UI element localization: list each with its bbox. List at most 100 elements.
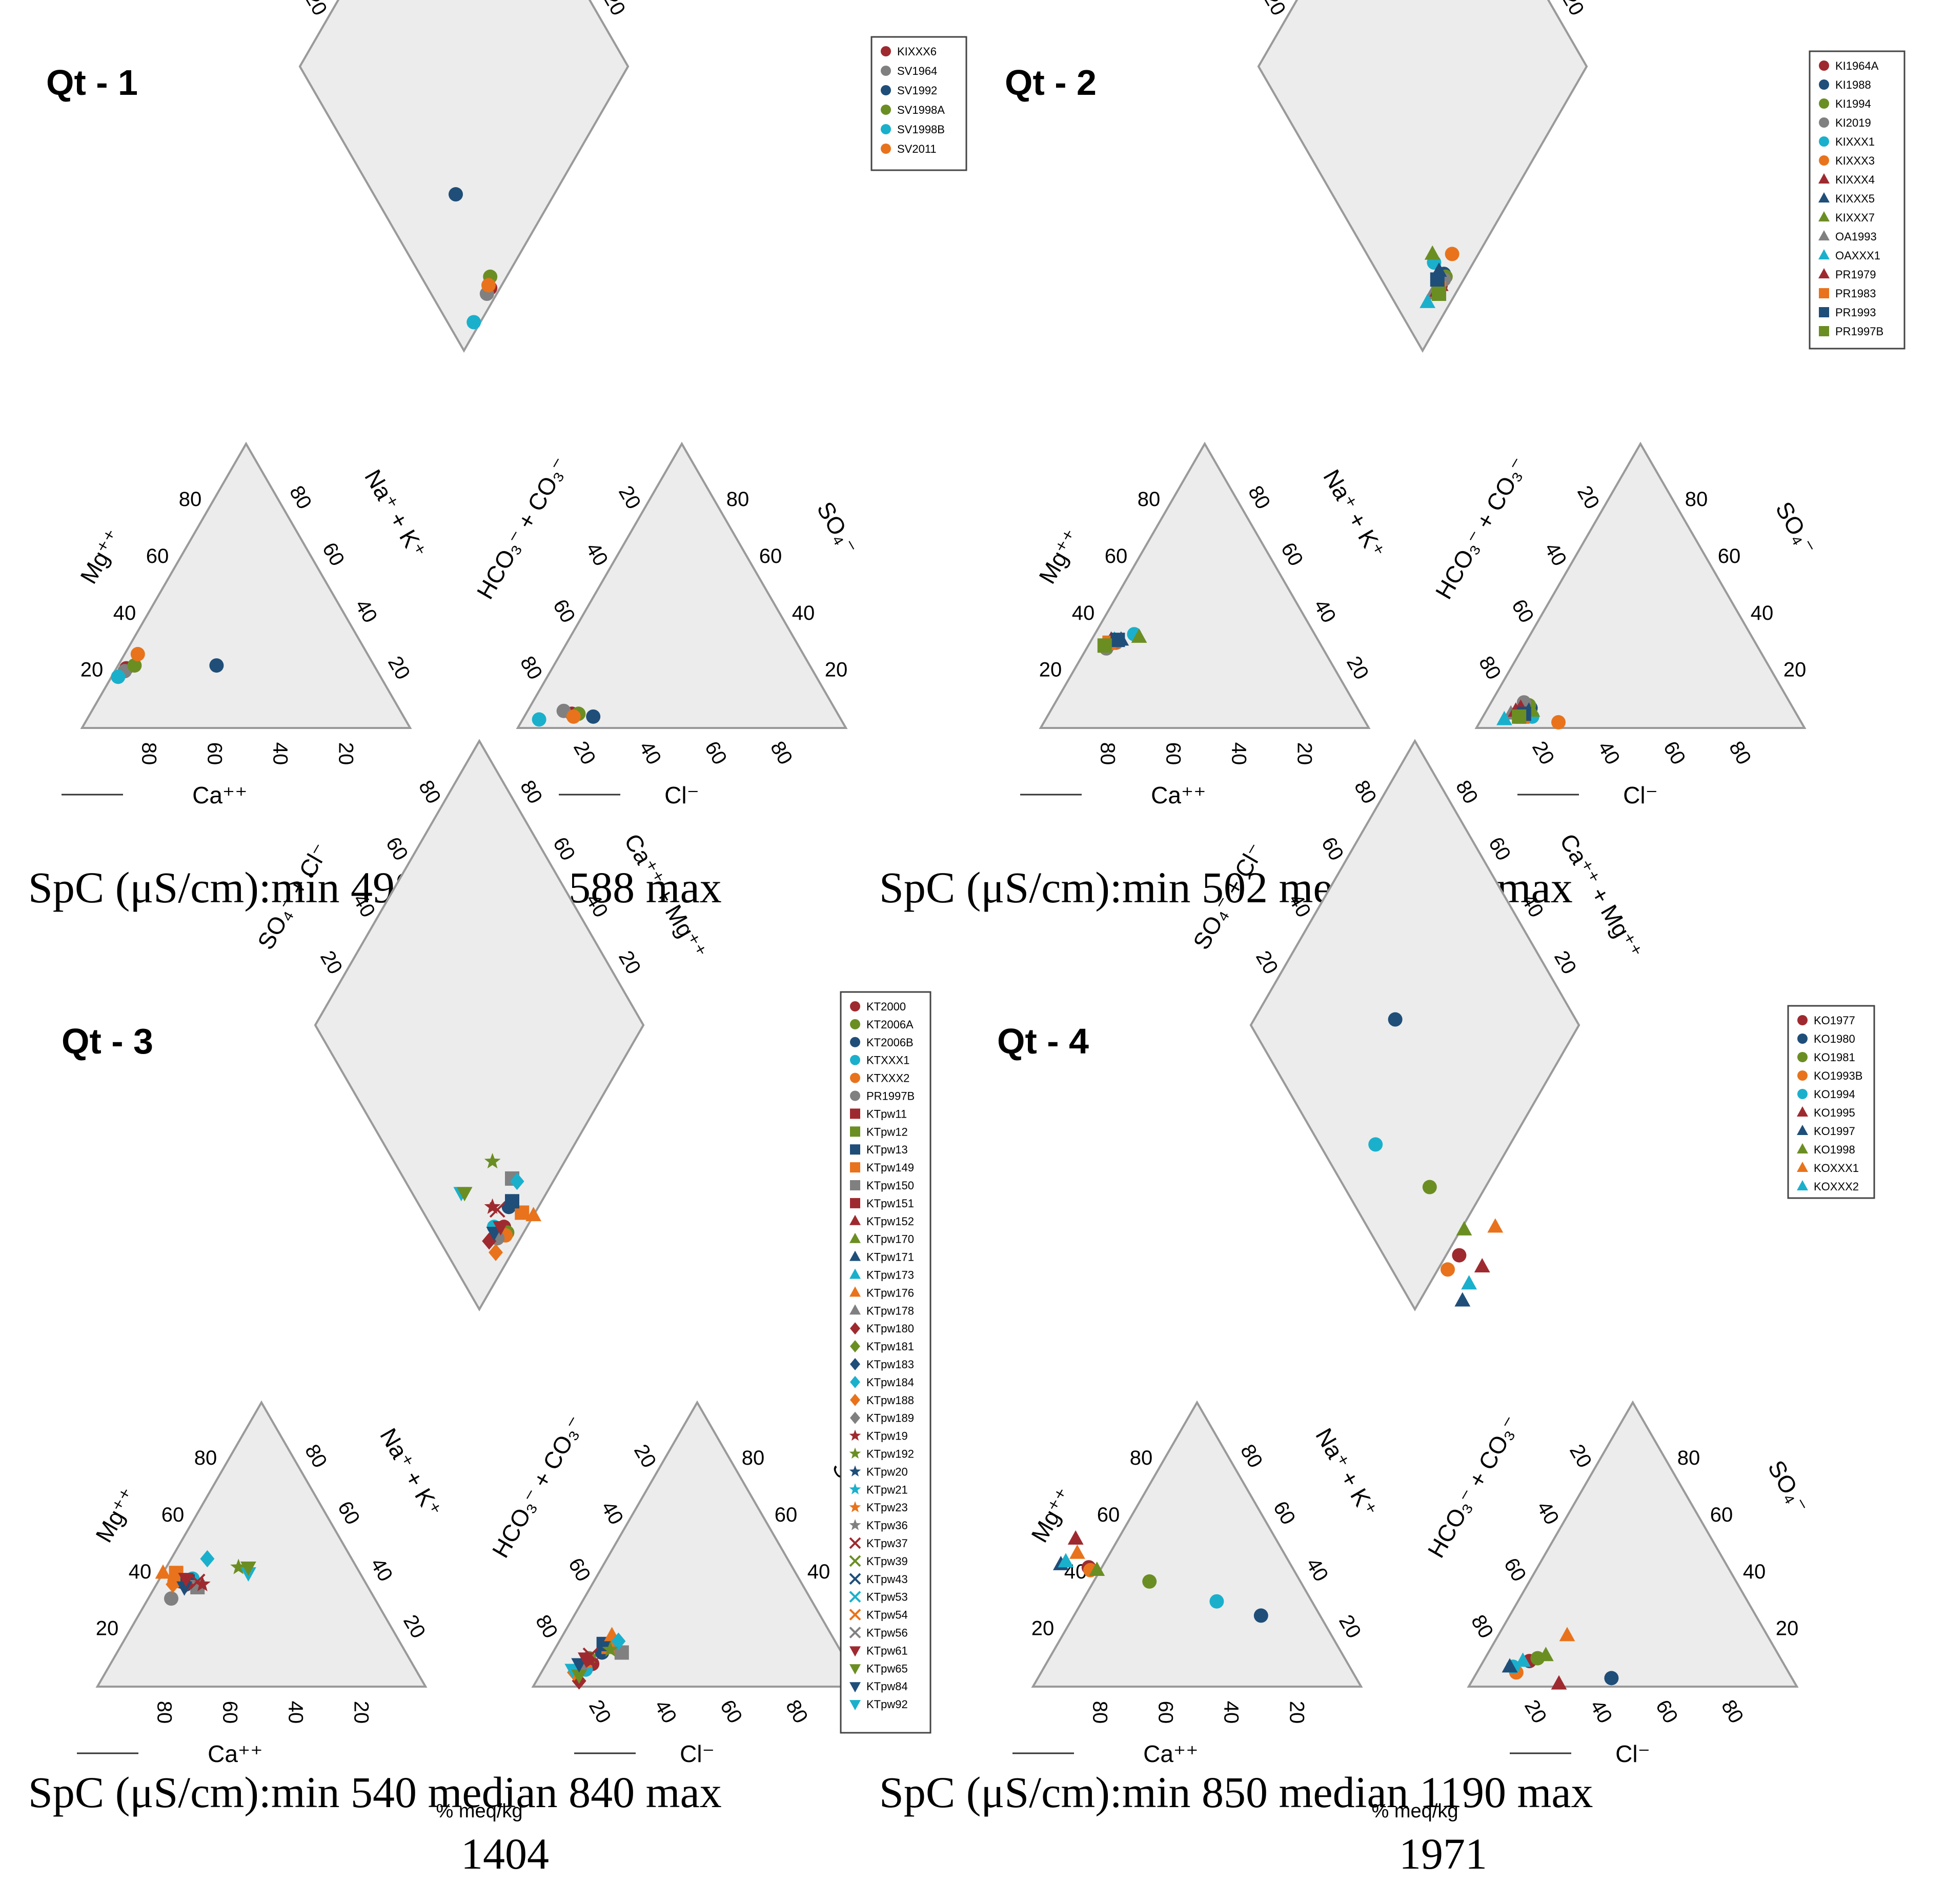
legend-label: KTpw19 xyxy=(866,1430,908,1443)
legend-label: PR1979 xyxy=(1835,268,1876,281)
data-point-KOXXX2 xyxy=(1461,1275,1477,1290)
cation-nak-tick: 40 xyxy=(1302,1554,1332,1586)
anion-cl-tick: 40 xyxy=(1593,738,1624,769)
anion-cl-tick: 80 xyxy=(1717,1696,1748,1728)
legend-symbol xyxy=(1819,155,1829,166)
legend-label: KTXXX1 xyxy=(866,1054,909,1067)
legend-symbol xyxy=(1797,1034,1808,1044)
data-point-KTpw13 xyxy=(505,1194,519,1209)
legend-symbol xyxy=(1818,173,1830,184)
anion-triangle-outline xyxy=(516,441,848,729)
data-point-KTpw176 xyxy=(525,1207,541,1222)
anion-so4-tick: 40 xyxy=(792,602,815,624)
anion-hco3-tick: 60 xyxy=(1499,1554,1530,1586)
data-point-SV1998B xyxy=(532,712,546,727)
legend-label: KTpw21 xyxy=(866,1483,908,1496)
hco3-axis-label: HCO₃⁻ + CO₃⁻ xyxy=(487,1411,590,1562)
legend-symbol xyxy=(1797,1162,1808,1172)
anion-cl-tick: 60 xyxy=(1651,1696,1682,1728)
legend-label: KTpw152 xyxy=(866,1215,914,1228)
legend-symbol xyxy=(1797,1106,1808,1117)
hco3-axis-label: HCO₃⁻ + CO₃⁻ xyxy=(1423,1411,1525,1562)
cation-ca-tick: 20 xyxy=(334,742,357,765)
so4-axis-label: SO₄⁻ xyxy=(812,497,863,559)
cation-nak-tick: 80 xyxy=(285,482,316,513)
anion-hco3-tick: 20 xyxy=(630,1441,660,1472)
spc-caption-line1: SpC (μS/cm):min 498 median 588 max xyxy=(28,863,722,912)
cation-ca-tick: 40 xyxy=(1227,742,1250,765)
legend-symbol xyxy=(849,1214,861,1225)
diamond-so4cl-tick: 20 xyxy=(316,947,347,978)
anion-cl-tick: 20 xyxy=(584,1696,615,1728)
diamond-so4cl-tick: 60 xyxy=(1317,834,1348,865)
legend-symbol xyxy=(850,1411,860,1424)
data-point-KO1994 xyxy=(1209,1594,1224,1609)
cation-triangle-outline xyxy=(1031,1400,1363,1688)
cl-axis-label: Cl⁻ xyxy=(1615,1740,1650,1767)
legend-symbol xyxy=(850,1090,860,1101)
legend-symbol xyxy=(849,1232,861,1243)
anion-cl-tick: 40 xyxy=(1586,1696,1616,1728)
legend-symbol xyxy=(881,144,891,154)
anion-cl-tick: 20 xyxy=(569,738,600,769)
anion-so4-tick: 20 xyxy=(1776,1617,1799,1640)
cation-nak-tick: 40 xyxy=(1309,596,1340,627)
data-point-KTpw84 xyxy=(176,1581,192,1596)
panel-title: Qt - 4 xyxy=(997,1021,1089,1061)
legend-symbol xyxy=(849,1447,861,1459)
legend-label: KTpw180 xyxy=(866,1322,914,1335)
data-point-OAXXX1 xyxy=(1496,711,1512,725)
legend-label: KTpw54 xyxy=(866,1609,908,1622)
diamond-so4cl-tick: 80 xyxy=(414,777,445,808)
legend-label: KIXXX5 xyxy=(1835,192,1875,205)
data-point-KTpw192 xyxy=(230,1558,247,1574)
spc-caption-line1: SpC (μS/cm):min 850 median 1190 max xyxy=(879,1768,1593,1817)
anion-cl-tick: 60 xyxy=(716,1696,746,1728)
anion-cl-tick: 80 xyxy=(1725,738,1755,769)
legend-label: KOXXX1 xyxy=(1814,1162,1859,1174)
cation-ca-tick: 60 xyxy=(218,1701,241,1724)
legend-label: KI1988 xyxy=(1835,78,1871,91)
anion-so4-tick: 60 xyxy=(1718,545,1741,568)
legend-symbol xyxy=(849,1591,861,1603)
legend-label: KTpw12 xyxy=(866,1125,908,1138)
anion-triangle-outline xyxy=(531,1400,863,1688)
legend-label: KO1993B xyxy=(1814,1069,1862,1082)
legend-symbol xyxy=(849,1429,861,1441)
legend-label: KTpw181 xyxy=(866,1340,914,1353)
hco3-axis-label: HCO₃⁻ + CO₃⁻ xyxy=(1430,453,1533,603)
legend-symbol xyxy=(849,1627,861,1638)
diamond-camg-tick: 20 xyxy=(614,947,645,978)
anion-cl-tick: 80 xyxy=(781,1696,812,1728)
data-point-KTpw184 xyxy=(200,1550,215,1568)
data-point-KO1997 xyxy=(1454,1292,1471,1307)
legend-label: KTpw20 xyxy=(866,1465,908,1478)
cl-axis-label: Cl⁻ xyxy=(680,1740,715,1767)
cation-ca-tick: 20 xyxy=(350,1701,372,1724)
legend-symbol xyxy=(1819,60,1829,71)
legend-label: KTpw178 xyxy=(866,1304,914,1317)
panel-2: Qt - 22080202080202080406040406040406060… xyxy=(879,0,1906,974)
diamond-camg-tick: 60 xyxy=(1484,834,1515,865)
legend-label: PR1997B xyxy=(1835,325,1883,338)
legend-symbol xyxy=(1818,230,1830,240)
legend-symbol xyxy=(1818,268,1830,278)
legend-label: OA1993 xyxy=(1835,230,1877,243)
legend-symbol xyxy=(849,1609,861,1621)
data-point-KOXXX2 xyxy=(1058,1553,1074,1568)
legend-symbol xyxy=(850,1393,860,1406)
data-point-PR1997B xyxy=(1432,287,1446,301)
legend-label: KTpw173 xyxy=(866,1269,914,1282)
data-point-PR1993 xyxy=(1110,633,1125,647)
legend-label: KTpw192 xyxy=(866,1448,914,1461)
anion-hco3-tick: 20 xyxy=(614,482,645,513)
anion-cl-tick: 40 xyxy=(650,1696,681,1728)
legend-symbol xyxy=(849,1555,861,1567)
data-point-SV2011 xyxy=(481,278,496,293)
nak-axis-label: Na⁺ + K⁺ xyxy=(1310,1424,1382,1522)
legend-label: KT2000 xyxy=(866,1000,906,1013)
spc-caption-line2: 1404 xyxy=(461,1829,549,1878)
legend-symbol xyxy=(850,1322,860,1335)
legend-symbol xyxy=(849,1537,861,1549)
anion-so4-tick: 60 xyxy=(759,545,782,568)
